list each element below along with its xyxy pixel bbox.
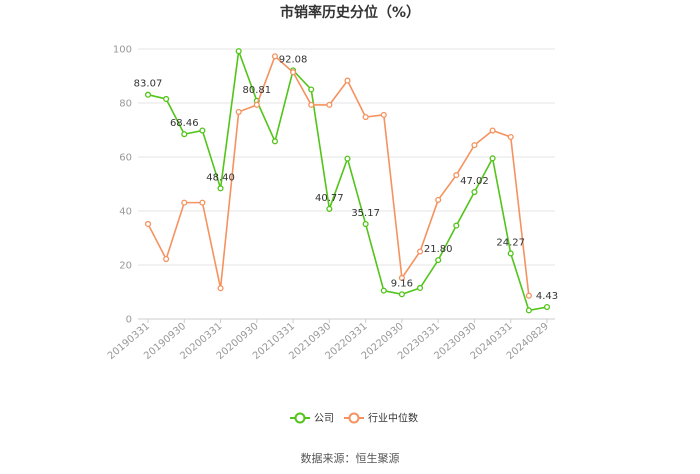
y-tick-label: 0 (126, 315, 132, 326)
data-source-note: 数据来源：恒生聚源 (300, 452, 400, 465)
data-label: 24.27 (496, 237, 525, 248)
y-axis: 0 20 40 60 80 100 (113, 45, 132, 326)
data-label: 68.46 (170, 118, 199, 129)
series-0-point (362, 220, 369, 228)
series-1-point (235, 108, 242, 115)
series-line-1 (147, 54, 530, 296)
series-1-point (308, 101, 315, 108)
series-1-point (416, 248, 424, 255)
series-1-point (199, 199, 206, 206)
series-0-point (163, 95, 170, 102)
data-label: 9.16 (391, 278, 413, 289)
series-1-point (144, 220, 152, 228)
data-label: 40.77 (315, 193, 344, 204)
series-0-point (543, 303, 551, 311)
series-1-point (525, 292, 532, 299)
y-tick-label: 40 (119, 207, 132, 218)
series-1-point (435, 196, 442, 203)
series-0-point (308, 86, 315, 93)
series-0-point (435, 257, 442, 264)
series-1-point (326, 101, 333, 108)
series-1-point (507, 133, 514, 141)
series-0-point (398, 291, 405, 298)
series-0-point (471, 188, 478, 196)
series-0-point (217, 185, 224, 192)
series-0-point (235, 48, 242, 55)
series-1-point (362, 113, 369, 121)
data-label: 83.07 (134, 79, 163, 90)
x-axis: 2019033120190930202003312020093020210331… (106, 318, 555, 362)
data-label: 80.81 (242, 85, 271, 96)
series-1-point (163, 256, 170, 263)
series-0-point (507, 250, 514, 257)
series-0-point (181, 131, 188, 138)
data-labels: 83.07 68.46 48.40 80.81 92.08 40.77 35.17 9.16 2… (134, 54, 558, 302)
series-layer (144, 48, 551, 314)
series-1-point (217, 285, 224, 292)
data-label: 35.17 (351, 208, 380, 219)
data-label: 21.80 (424, 244, 453, 255)
series-0-point (271, 138, 279, 145)
data-label: 4.43 (536, 291, 558, 302)
series-1-point (380, 111, 387, 118)
grid-lines (138, 48, 555, 320)
legend-swatch-marker (348, 412, 360, 424)
series-0-point (453, 222, 460, 229)
legend-swatch-marker (294, 412, 306, 424)
series-1-point (471, 142, 478, 149)
y-tick-label: 60 (119, 153, 132, 164)
legend-label: 行业中位数 (368, 412, 418, 425)
legend: 公司 行业中位数 (290, 412, 418, 425)
y-tick-label: 80 (119, 99, 132, 110)
data-label: 47.02 (460, 176, 489, 187)
series-0-point (326, 205, 333, 212)
series-1-point (489, 127, 496, 134)
data-label: 92.08 (279, 54, 308, 65)
series-0-point (199, 127, 206, 134)
series-1-point (290, 69, 297, 76)
series-0-point (344, 155, 351, 162)
series-1-point (181, 199, 188, 206)
series-1-point (453, 172, 460, 179)
chart-title: 市销率历史分位（%） (279, 5, 421, 21)
series-0-point (489, 155, 496, 162)
series-0-point (525, 307, 532, 314)
data-label: 48.40 (206, 172, 235, 183)
y-tick-label: 20 (119, 261, 132, 272)
series-1-point (344, 77, 351, 84)
series-0-point (144, 91, 152, 98)
series-0-point (380, 287, 387, 294)
y-tick-label: 100 (113, 45, 132, 56)
series-1-point (253, 101, 260, 108)
series-0-point (416, 284, 424, 292)
series-1-point (398, 274, 405, 282)
legend-label: 公司 (314, 414, 334, 425)
series-1-point (271, 53, 279, 60)
